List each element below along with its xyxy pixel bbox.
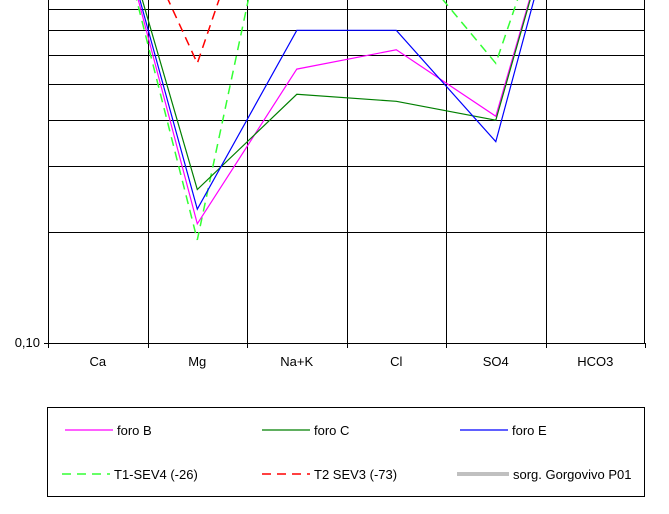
legend-label: foro E	[512, 423, 547, 438]
legend-label: foro B	[117, 423, 152, 438]
x-tick-label: Ca	[89, 354, 106, 369]
x-tick-label: Mg	[188, 354, 206, 369]
series-layer	[135, 0, 535, 241]
series-line-foro-c	[141, 0, 531, 191]
series-line-foro-e	[139, 0, 535, 211]
series-line-t1-sev4-26	[135, 0, 519, 241]
legend-label: T1-SEV4 (-26)	[114, 467, 198, 482]
x-axis-ticks: Ca Mg Na+K Cl SO4 HCO3	[89, 354, 613, 369]
x-tick-label: SO4	[483, 354, 509, 369]
series-line-foro-b	[137, 0, 531, 226]
y-axis-ticks: 0,10	[15, 335, 40, 350]
x-tick-label: Na+K	[280, 354, 313, 369]
grid	[48, 0, 645, 343]
x-tick-label: Cl	[390, 354, 402, 369]
legend-label: foro C	[314, 423, 349, 438]
legend-box	[47, 407, 645, 497]
series-line-t2-sev3-73	[167, 0, 220, 66]
y-tick-label: 0,10	[15, 335, 40, 350]
x-tick-label: HCO3	[577, 354, 613, 369]
plot-frame	[44, 0, 646, 348]
legend-label: T2 SEV3 (-73)	[314, 467, 397, 482]
legend: foro B foro C foro E T1-SEV4 (-26) T2 SEV3 (…	[62, 423, 632, 482]
legend-label: sorg. Gorgovivo P01	[513, 467, 632, 482]
